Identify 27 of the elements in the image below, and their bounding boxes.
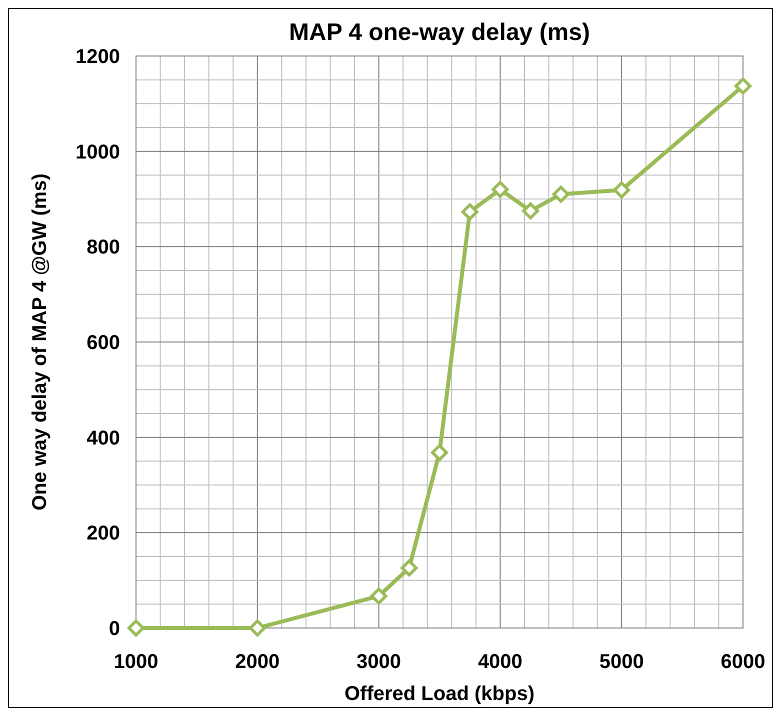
x-tick-label: 6000 <box>720 651 766 673</box>
y-axis-title: One way delay of MAP 4 @GW (ms) <box>29 174 51 510</box>
x-tick-label: 1000 <box>114 651 158 673</box>
y-tick-label: 200 <box>86 522 120 545</box>
point <box>431 444 448 462</box>
point <box>461 203 478 220</box>
y-tick-label: 0 <box>108 618 120 640</box>
y-tick-label: 800 <box>86 236 120 259</box>
point <box>492 180 509 198</box>
point <box>552 186 570 203</box>
point <box>370 588 388 605</box>
point <box>613 181 630 198</box>
x-tick-label: 3000 <box>356 651 402 673</box>
y-tick-label: 1200 <box>76 46 120 68</box>
point <box>522 202 540 220</box>
point <box>248 620 266 636</box>
x-tick-label: 5000 <box>599 651 644 673</box>
x-tick-label: 2000 <box>235 651 280 673</box>
x-tick-label: 4000 <box>478 651 522 673</box>
point <box>734 78 752 95</box>
point <box>400 559 418 576</box>
chart-title: MAP 4 one-way delay (ms) <box>289 19 590 46</box>
point <box>128 620 144 636</box>
y-tick-label: 600 <box>86 332 120 354</box>
x-axis-title: Offered Load (kbps) <box>344 683 535 705</box>
y-tick-label: 400 <box>86 427 120 450</box>
y-tick-label: 1000 <box>76 141 120 164</box>
